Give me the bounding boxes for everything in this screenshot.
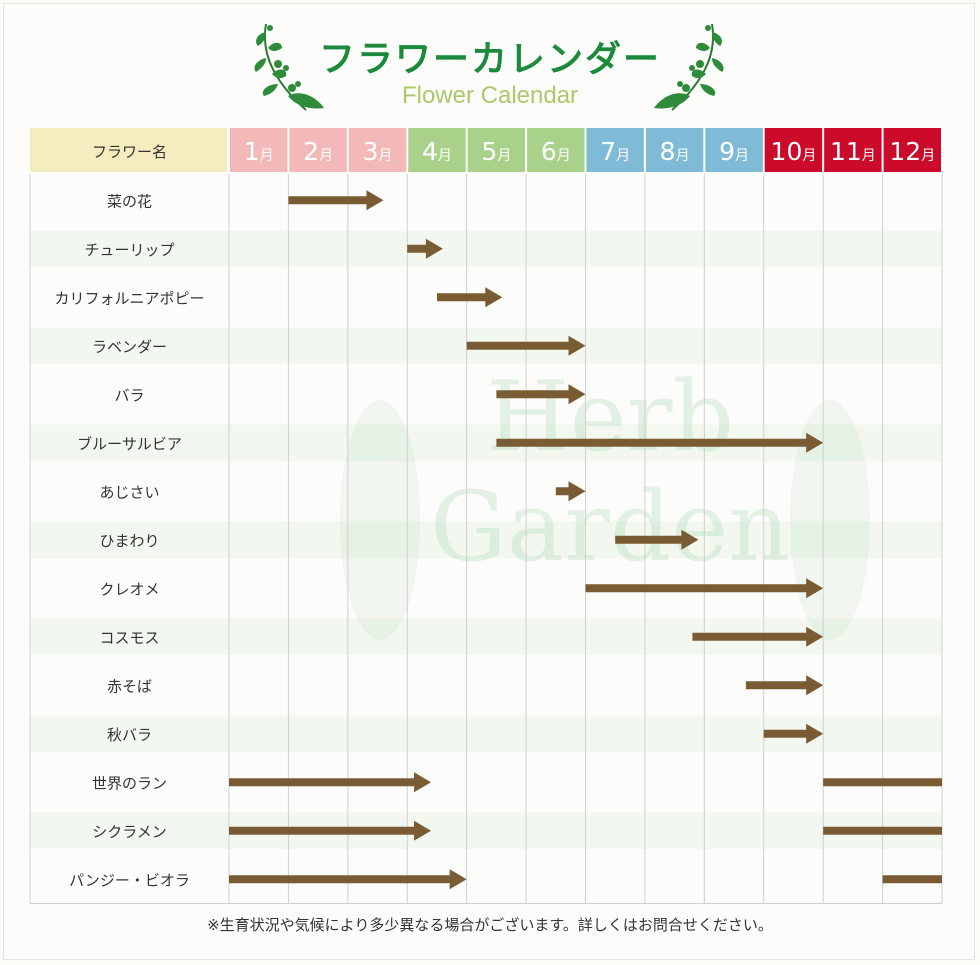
flower-name: チューリップ — [84, 241, 174, 259]
bloom-period-bar — [407, 244, 427, 253]
month-header-1 — [230, 128, 288, 172]
bloom-arrow-head — [568, 335, 586, 356]
flower-name: クレオメ — [99, 580, 159, 598]
flower-name: パンジー・ビオラ — [69, 871, 190, 889]
bloom-period-bar — [436, 293, 487, 302]
month-header-6 — [527, 128, 585, 172]
bloom-period-bar — [585, 584, 808, 593]
bloom-arrow-head — [414, 820, 432, 841]
bloom-period-bar — [615, 535, 683, 544]
flower-name: あじさい — [99, 483, 159, 501]
bloom-period-bar — [288, 196, 368, 205]
month-label-9: 9月 — [719, 137, 749, 166]
flower-name: バラ — [114, 386, 144, 404]
month-label-8: 8月 — [660, 137, 690, 166]
page-title: フラワーカレンダー — [318, 39, 661, 80]
bloom-arrow-head — [366, 190, 384, 211]
row-background — [30, 812, 942, 849]
flower-name: カリフォルニアポピー — [54, 289, 204, 307]
row-background — [30, 521, 942, 558]
month-header-9 — [705, 128, 763, 172]
bloom-arrow-head — [681, 529, 699, 550]
left-laurel-icon — [254, 23, 324, 111]
flower-name: ひまわり — [99, 532, 159, 550]
right-laurel-icon — [654, 23, 724, 111]
header-name-cell — [30, 128, 227, 172]
row-background — [30, 230, 942, 267]
page-subtitle: Flower Calendar — [401, 82, 579, 109]
bloom-period-bar — [823, 826, 942, 835]
footnote: ※生育状況や気候により多少異なる場合がございます。詳しくはお問合せください。 — [207, 916, 773, 934]
bloom-arrow-head — [806, 675, 824, 696]
month-label-12: 12月 — [889, 137, 935, 166]
bloom-arrow-head — [425, 238, 443, 259]
month-header-3 — [348, 128, 407, 172]
month-label-1: 1月 — [244, 137, 274, 166]
month-header-10 — [764, 128, 823, 172]
bloom-arrow-head — [568, 481, 586, 502]
month-header-7 — [586, 128, 644, 172]
watermark-text: Herb — [486, 361, 734, 473]
bloom-period-bar — [692, 632, 808, 641]
month-header-12 — [883, 128, 941, 172]
month-header-8 — [645, 128, 704, 172]
month-label-3: 3月 — [363, 137, 393, 166]
month-label-7: 7月 — [600, 137, 630, 166]
flower-name: コスモス — [99, 629, 159, 647]
flower-name: シクラメン — [92, 823, 167, 841]
month-header-4 — [408, 128, 466, 172]
month-label-4: 4月 — [422, 137, 452, 166]
bloom-arrow-head — [806, 723, 824, 744]
month-header-2 — [289, 128, 347, 172]
flower-name: 菜の花 — [107, 192, 152, 210]
bloom-period-bar — [882, 875, 942, 884]
month-label-2: 2月 — [303, 137, 333, 166]
bloom-period-bar — [745, 681, 808, 690]
bloom-arrow-head — [806, 432, 824, 453]
bloom-period-bar — [555, 487, 570, 496]
month-header-11 — [824, 128, 882, 172]
watermark-leaf-icon — [340, 400, 420, 640]
month-label-11: 11月 — [830, 137, 876, 166]
flower-name: ラベンダー — [92, 338, 167, 356]
bloom-arrow-head — [806, 578, 824, 599]
bloom-arrow-head — [414, 772, 432, 793]
month-label-5: 5月 — [481, 137, 511, 166]
flower-name: 赤そば — [107, 677, 152, 695]
bloom-period-bar — [466, 341, 570, 350]
header-name-label: フラワー名 — [92, 143, 167, 161]
bloom-arrow-head — [568, 384, 586, 405]
month-header-5 — [467, 128, 526, 172]
flower-name: 世界のラン — [92, 774, 167, 792]
bloom-arrow-head — [485, 287, 503, 308]
bloom-period-bar — [823, 778, 942, 787]
flower-name: ブルーサルビア — [77, 435, 182, 453]
flower-name: 秋バラ — [107, 726, 152, 744]
month-label-10: 10月 — [771, 137, 817, 166]
watermark-leaf-icon — [790, 400, 870, 640]
bloom-period-bar — [229, 826, 416, 835]
bloom-period-bar — [229, 875, 451, 884]
bloom-arrow-head — [449, 869, 467, 890]
bloom-period-bar — [229, 778, 416, 787]
bloom-period-bar — [496, 438, 808, 447]
watermark-text: Garden — [430, 471, 790, 583]
bloom-period-bar — [763, 729, 808, 738]
bloom-arrow-head — [806, 626, 824, 647]
month-label-6: 6月 — [541, 137, 571, 166]
bloom-period-bar — [496, 390, 570, 399]
